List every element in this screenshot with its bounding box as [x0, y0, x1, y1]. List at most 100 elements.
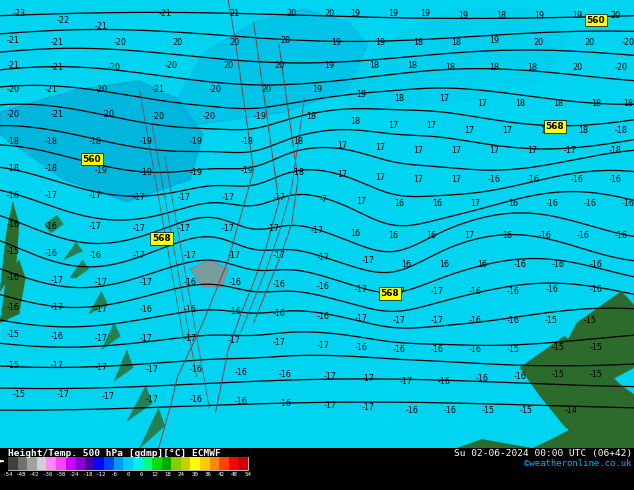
Bar: [104, 457, 113, 470]
Bar: [162, 457, 171, 470]
Text: -17: -17: [431, 316, 444, 325]
Text: 19: 19: [331, 38, 341, 47]
Bar: [200, 457, 210, 470]
Text: 17: 17: [375, 144, 385, 152]
Bar: [113, 457, 123, 470]
Text: -18: -18: [241, 137, 254, 146]
Text: -24: -24: [69, 472, 80, 477]
Text: -20: -20: [95, 85, 108, 94]
Text: -21: -21: [6, 36, 19, 45]
Text: -48: -48: [16, 472, 27, 477]
Text: -54: -54: [3, 472, 13, 477]
Text: 17: 17: [413, 146, 424, 155]
Text: 18: 18: [489, 63, 500, 72]
Text: -21: -21: [95, 23, 108, 31]
Bar: [190, 457, 200, 470]
Text: -20: -20: [114, 38, 127, 47]
Text: -16: -16: [590, 260, 602, 269]
Text: Su 02-06-2024 00:00 UTC (06+42): Su 02-06-2024 00:00 UTC (06+42): [454, 449, 632, 458]
Text: -12: -12: [96, 472, 107, 477]
Text: 16: 16: [388, 231, 398, 240]
Text: -17: -17: [178, 193, 190, 202]
Text: 17: 17: [356, 197, 366, 206]
Text: -16: -16: [615, 231, 628, 240]
Text: 20: 20: [325, 9, 335, 18]
Text: 17: 17: [464, 231, 474, 240]
Text: 560: 560: [586, 16, 605, 24]
Polygon shape: [70, 260, 89, 278]
Text: -20: -20: [203, 112, 216, 121]
Text: -17: -17: [431, 287, 444, 296]
Text: 17: 17: [470, 199, 481, 209]
Text: 17: 17: [464, 125, 474, 135]
Text: -16: -16: [317, 282, 330, 292]
Text: -16: -16: [235, 368, 247, 377]
Text: -16: -16: [437, 377, 450, 386]
Text: -16: -16: [273, 280, 285, 289]
Text: -17: -17: [317, 253, 330, 262]
Text: -16: -16: [190, 394, 203, 404]
Text: 18: 18: [553, 98, 563, 108]
Text: -16: -16: [190, 366, 203, 374]
Text: -16: -16: [488, 175, 501, 184]
Text: -17: -17: [51, 303, 63, 312]
Polygon shape: [44, 215, 63, 233]
Text: -30: -30: [56, 472, 67, 477]
Text: -16: -16: [44, 249, 57, 258]
Text: -17: -17: [95, 334, 108, 343]
Text: 17: 17: [337, 171, 347, 179]
Text: 17: 17: [375, 172, 385, 182]
Text: -16: -16: [571, 175, 583, 184]
Text: -16: -16: [552, 260, 564, 269]
Text: -42: -42: [29, 472, 40, 477]
Text: 18: 18: [350, 117, 360, 125]
Text: -21: -21: [158, 9, 171, 18]
Text: -16: -16: [44, 222, 57, 231]
Text: 48: 48: [231, 472, 238, 477]
Text: -15: -15: [590, 370, 602, 379]
Text: -18: -18: [44, 137, 57, 146]
Text: -16: -16: [273, 309, 285, 318]
Text: -18: -18: [44, 164, 57, 172]
Text: -17: -17: [44, 191, 57, 199]
Bar: [210, 457, 219, 470]
Text: 16: 16: [432, 199, 443, 209]
Text: -16: -16: [469, 345, 482, 354]
Text: -7: -7: [320, 195, 327, 204]
Text: 19: 19: [350, 9, 360, 18]
Text: -18: -18: [609, 146, 621, 155]
Text: -20: -20: [6, 85, 19, 94]
Text: -19: -19: [190, 168, 203, 177]
Bar: [37, 457, 46, 470]
Text: -15: -15: [583, 316, 596, 325]
Polygon shape: [520, 336, 634, 448]
Polygon shape: [178, 9, 368, 125]
Bar: [181, 457, 190, 470]
Text: -17: -17: [139, 334, 152, 343]
Polygon shape: [431, 404, 634, 448]
Bar: [18, 457, 27, 470]
Text: -17: -17: [184, 251, 197, 260]
Polygon shape: [139, 408, 165, 448]
Text: -16: -16: [577, 231, 590, 240]
Bar: [75, 457, 85, 470]
Text: -17: -17: [361, 256, 374, 265]
Text: -16: -16: [279, 370, 292, 379]
Text: -20: -20: [165, 60, 178, 70]
Text: -19: -19: [139, 168, 152, 177]
Text: -17: -17: [89, 222, 101, 231]
Polygon shape: [63, 242, 82, 260]
Text: 16: 16: [502, 231, 512, 240]
Polygon shape: [0, 202, 19, 292]
Text: 18: 18: [591, 98, 601, 108]
Text: -17: -17: [355, 314, 368, 323]
Text: -15: -15: [13, 390, 25, 399]
Text: -19: -19: [241, 166, 254, 175]
Text: 19: 19: [458, 11, 468, 20]
Text: -15: -15: [482, 406, 495, 415]
Text: -17: -17: [273, 193, 285, 202]
Text: -17: -17: [51, 276, 63, 285]
Text: -16: -16: [514, 372, 526, 381]
Text: 20: 20: [230, 38, 240, 47]
Bar: [85, 457, 94, 470]
